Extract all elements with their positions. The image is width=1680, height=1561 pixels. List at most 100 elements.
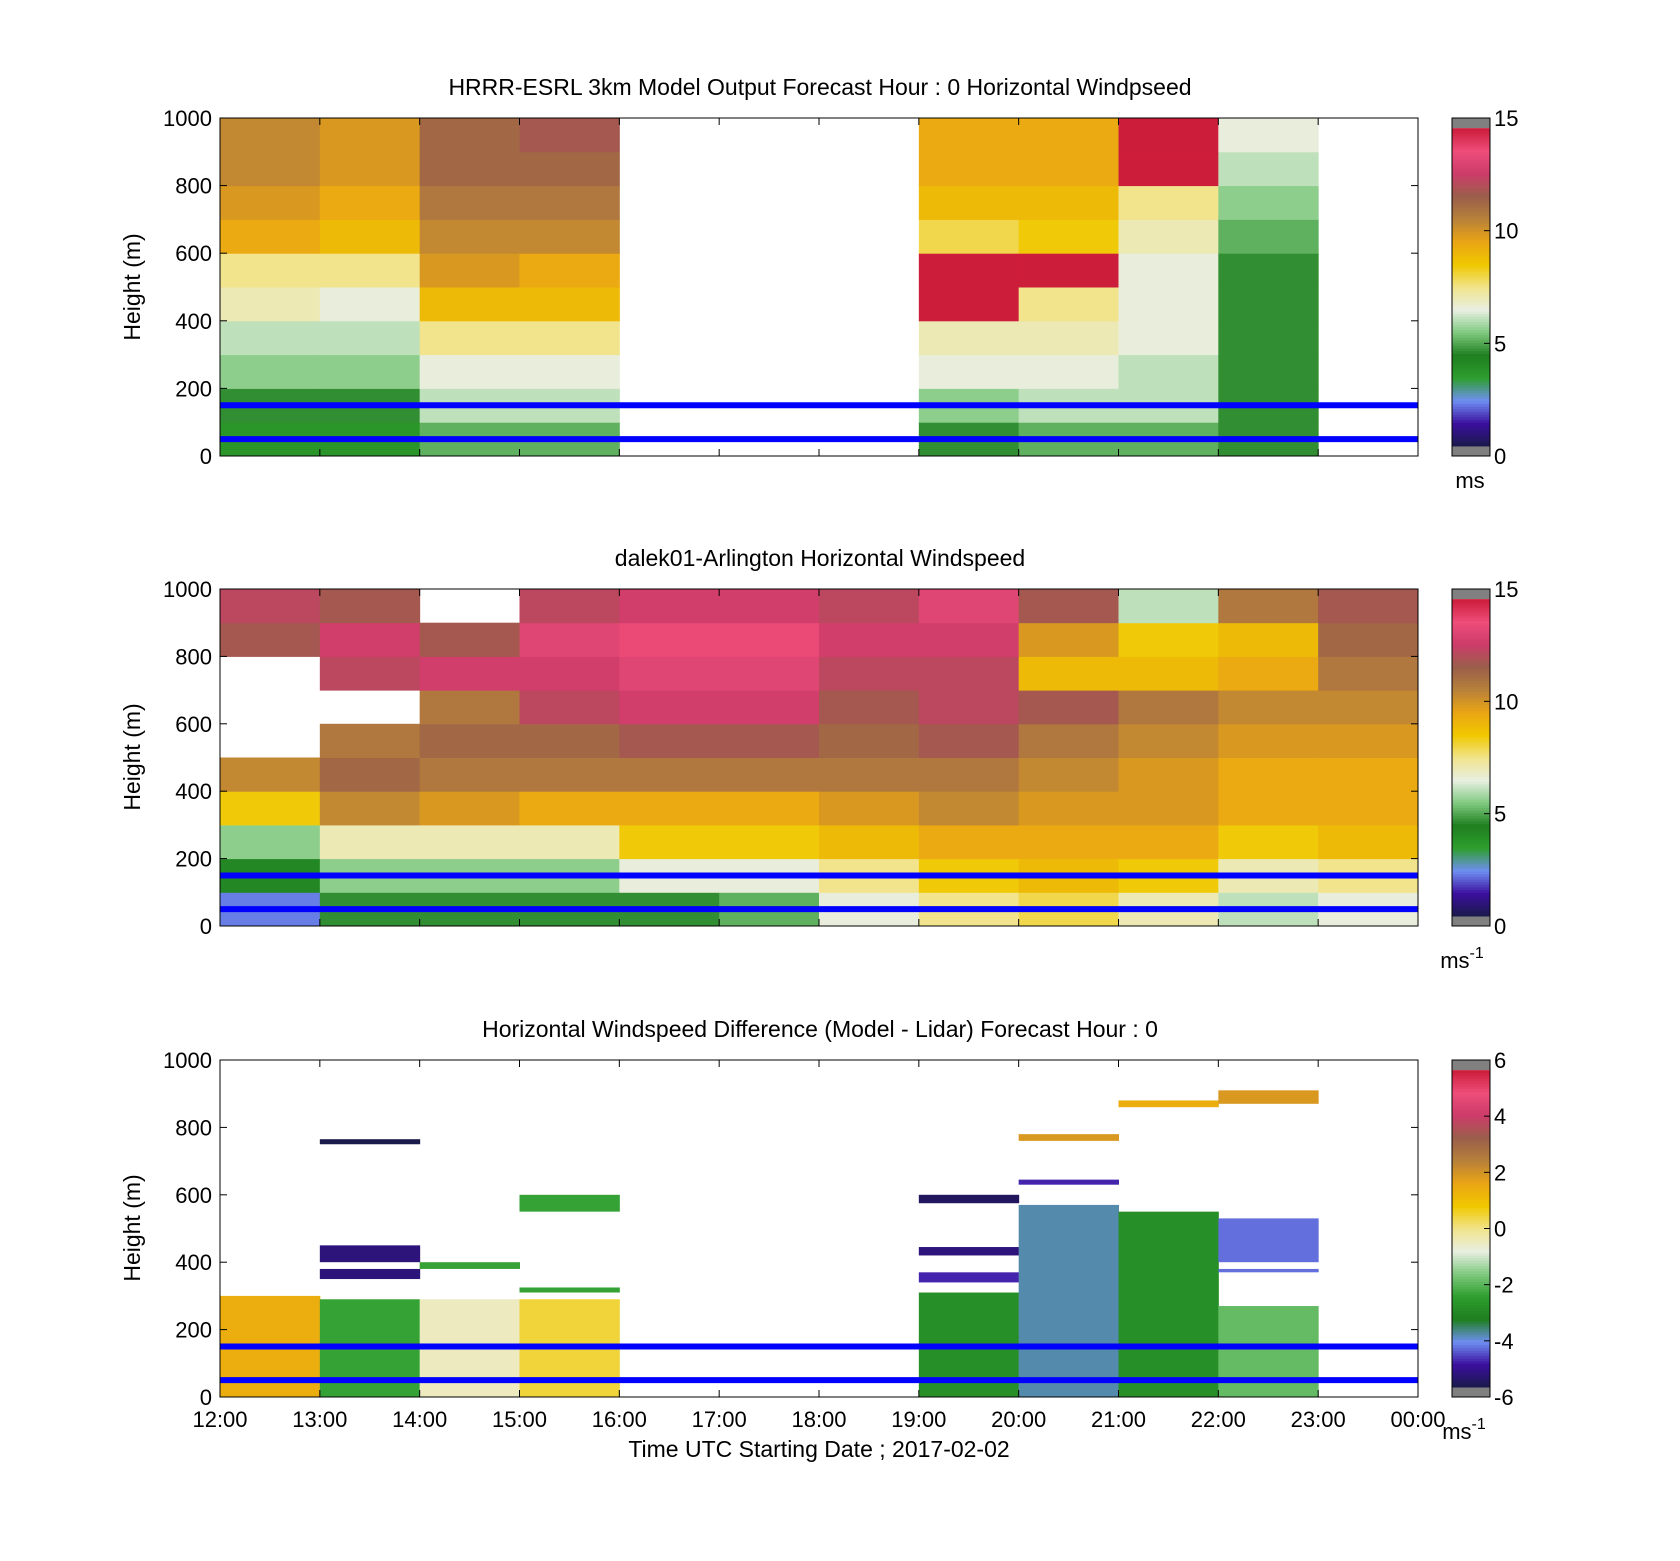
colorbar-segment	[1452, 1336, 1490, 1340]
colorbar-segment	[1452, 1093, 1490, 1098]
heatmap-cell	[220, 185, 321, 220]
heatmap-cell	[719, 757, 820, 792]
model-x-ticks	[219, 118, 1419, 456]
difference-panel-y-axis-label: Height (m)	[119, 1174, 145, 1281]
colorbar-segment	[1452, 873, 1490, 877]
heatmap-cell	[319, 723, 421, 758]
colorbar-segment	[1452, 1257, 1490, 1261]
colorbar-segment	[1452, 826, 1490, 830]
colorbar-segment	[1452, 1378, 1490, 1383]
colorbar-segment	[1452, 662, 1490, 666]
colorbar-segment	[1452, 1365, 1490, 1370]
colorbar-segment	[1452, 757, 1490, 761]
heatmap-cell	[819, 589, 920, 624]
colorbar-segment	[1452, 1162, 1490, 1166]
colorbar-segment	[1452, 1080, 1490, 1084]
heatmap-cell	[1018, 253, 1119, 288]
colorbar-segment	[1452, 1312, 1490, 1317]
colorbar-segment	[1452, 768, 1490, 772]
colorbar-segment	[1452, 1268, 1490, 1272]
colorbar-segment	[1452, 226, 1490, 230]
y-tick-label: 0	[200, 444, 212, 469]
heatmap-cell	[220, 219, 321, 254]
heatmap-cell	[918, 287, 1020, 322]
heatmap-cell	[1018, 622, 1119, 657]
heatmap-cell	[1018, 589, 1119, 624]
model-colorbar-unit: ms	[1455, 468, 1484, 493]
heatmap-cell	[1018, 219, 1119, 254]
colorbar-segment	[1452, 749, 1490, 753]
colorbar-segment	[1452, 1318, 1490, 1322]
colorbar-segment	[1452, 736, 1490, 740]
heatmap-cell	[1018, 690, 1119, 725]
colorbar-segment	[1452, 1244, 1490, 1248]
heatmap-cell	[419, 185, 520, 220]
heatmap-cell	[220, 757, 321, 792]
colorbar-tick-label: -4	[1494, 1329, 1514, 1354]
colorbar-segment	[1452, 1194, 1490, 1198]
colorbar-segment	[1452, 620, 1490, 624]
colorbar-segment	[1452, 1215, 1490, 1219]
colorbar-segment	[1452, 1236, 1490, 1240]
colorbar-segment	[1452, 810, 1490, 814]
x-tick-label: 22:00	[1191, 1407, 1246, 1432]
heatmap-cell	[1318, 622, 1419, 657]
heatmap-cell	[1018, 354, 1119, 389]
y-tick-label: 1000	[163, 577, 212, 602]
colorbar-segment	[1452, 400, 1490, 405]
heatmap-cell	[819, 622, 920, 657]
heatmap-cell	[1118, 287, 1219, 322]
colorbar-segment	[1452, 1159, 1490, 1164]
colorbar-segment	[1452, 1170, 1490, 1174]
colorbar-segment	[1452, 255, 1490, 259]
colorbar-segment	[1452, 281, 1490, 285]
colorbar-segment	[1452, 305, 1490, 309]
colorbar-segment	[1452, 189, 1490, 193]
heatmap-cell	[918, 320, 1020, 356]
heatmap-cell	[1218, 354, 1319, 389]
colorbar-segment	[1452, 337, 1490, 341]
heatmap-cell	[1318, 656, 1419, 691]
colorbar-segment	[1452, 154, 1490, 158]
colorbar-segment	[1452, 649, 1490, 653]
colorbar-segment	[1452, 157, 1490, 161]
heatmap-band	[918, 1272, 1020, 1283]
heatmap-band	[519, 1194, 620, 1212]
heatmap-cell	[1018, 824, 1119, 860]
heatmap-cell	[220, 118, 321, 153]
colorbar-segment	[1452, 781, 1490, 785]
colorbar-segment	[1452, 725, 1490, 730]
colorbar-segment	[1452, 1305, 1490, 1309]
colorbar-segment	[1452, 416, 1490, 420]
heatmap-cell	[619, 723, 720, 758]
heatmap-cell	[419, 320, 520, 356]
heatmap-cell	[220, 622, 321, 657]
heatmap-cell	[1118, 690, 1219, 725]
colorbar-segment	[1452, 709, 1490, 714]
colorbar-segment	[1452, 324, 1490, 328]
heatmap-cell	[419, 354, 520, 389]
colorbar-segment	[1452, 1344, 1490, 1348]
colorbar-segment	[1452, 717, 1490, 722]
colorbar-segment	[1452, 1138, 1490, 1142]
colorbar-segment	[1452, 361, 1490, 365]
colorbar-segment	[1452, 191, 1490, 195]
heatmap-band	[918, 1194, 1020, 1204]
colorbar-segment	[1452, 707, 1490, 711]
colorbar-segment	[1452, 1188, 1490, 1193]
colorbar-segment	[1452, 723, 1490, 727]
colorbar-segment	[1452, 823, 1490, 827]
colorbar-segment	[1452, 1355, 1490, 1359]
heatmap-cell	[918, 253, 1020, 288]
colorbar-tick-label: 10	[1494, 219, 1518, 244]
colorbar-segment	[1452, 1371, 1490, 1375]
heatmap-cell	[719, 622, 820, 657]
heatmap-band	[1218, 1268, 1319, 1273]
colorbar-segment	[1452, 268, 1490, 272]
colorbar-segment	[1452, 406, 1490, 410]
colorbar-segment	[1452, 847, 1490, 851]
heatmap-cell	[1218, 656, 1319, 691]
colorbar-segment	[1452, 403, 1490, 407]
colorbar-tick-label: 15	[1494, 106, 1518, 131]
heatmap-cell	[220, 151, 321, 187]
